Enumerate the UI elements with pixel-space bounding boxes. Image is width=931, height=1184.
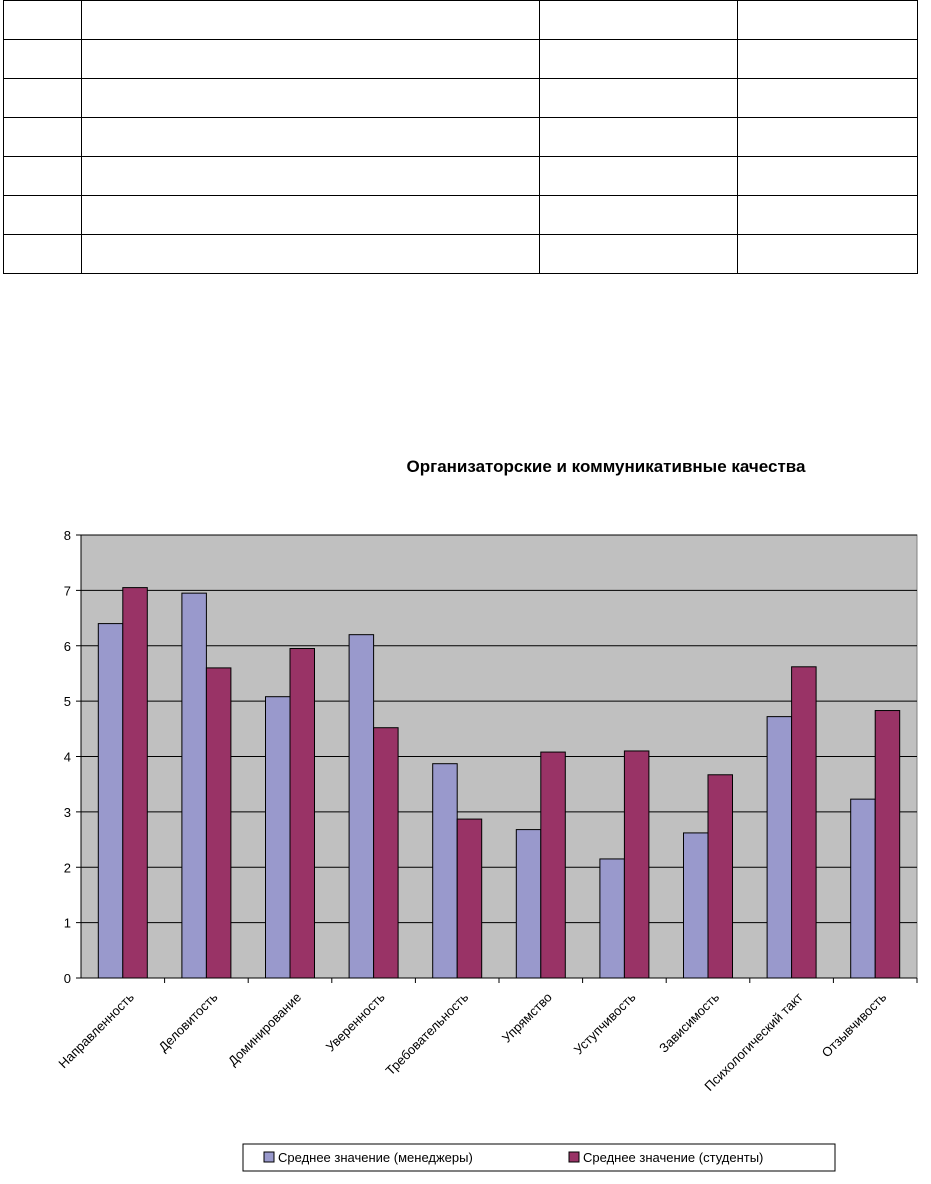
bar xyxy=(373,727,399,979)
x-tick-label: Уверенность xyxy=(323,989,388,1054)
bar xyxy=(874,710,901,979)
legend-label: Среднее значение (менеджеры) xyxy=(278,1150,473,1165)
bar xyxy=(515,829,542,979)
y-tick-label: 3 xyxy=(64,805,71,820)
y-tick-label: 4 xyxy=(64,750,71,765)
bar xyxy=(683,832,709,979)
table-row xyxy=(3,0,918,40)
legend-swatch xyxy=(568,1151,580,1163)
bar xyxy=(599,858,625,979)
bar-chart: Организаторские и коммуникативные качест… xyxy=(55,457,918,1172)
x-tick-label: Направленность xyxy=(55,989,137,1071)
x-tick-label: Упрямство xyxy=(499,990,555,1046)
table-row xyxy=(3,234,918,274)
legend-box xyxy=(242,1143,836,1172)
legend-label: Среднее значение (студенты) xyxy=(583,1150,763,1165)
legend-swatch xyxy=(263,1151,275,1163)
bar xyxy=(348,634,375,979)
chart-title: Организаторские и коммуникативные качест… xyxy=(407,457,807,476)
empty-table xyxy=(3,0,918,274)
table-row xyxy=(3,195,918,235)
table-row xyxy=(3,78,918,118)
bar xyxy=(766,716,793,979)
bar xyxy=(432,763,458,979)
legend: Среднее значение (менеджеры) Среднее знач… xyxy=(242,1143,836,1172)
bar xyxy=(97,623,124,979)
x-tick-label: Зависимость xyxy=(656,989,722,1055)
y-tick-label: 0 xyxy=(64,971,71,986)
bar xyxy=(181,592,207,979)
bar xyxy=(623,750,650,979)
y-tick-label: 2 xyxy=(64,860,71,875)
bar xyxy=(540,751,566,979)
bar xyxy=(456,818,483,979)
y-tick-label: 5 xyxy=(64,694,71,709)
table-row xyxy=(3,117,918,157)
bar xyxy=(289,648,315,979)
bar xyxy=(707,774,733,979)
table-row xyxy=(3,156,918,196)
y-tick-label: 1 xyxy=(64,916,71,931)
y-tick-label: 6 xyxy=(64,639,71,654)
bar xyxy=(850,798,876,979)
x-tick-label: Доминирование xyxy=(225,990,304,1069)
x-tick-label: Отзывчивость xyxy=(819,989,890,1060)
y-tick-label: 7 xyxy=(64,583,71,598)
y-tick-label: 8 xyxy=(64,528,71,543)
bar xyxy=(265,696,291,979)
bar xyxy=(122,587,148,979)
bar xyxy=(791,666,817,979)
plot-area: 0 1 2 3 4 5 6 7 8 Направленность Деловитость Домини… xyxy=(55,528,918,1094)
x-tick-label: Уступчивость xyxy=(571,989,639,1057)
bar xyxy=(205,667,232,979)
x-tick-label: Деловитость xyxy=(155,989,220,1054)
table-row xyxy=(3,39,918,79)
x-tick-label: Требовательность xyxy=(383,989,472,1078)
